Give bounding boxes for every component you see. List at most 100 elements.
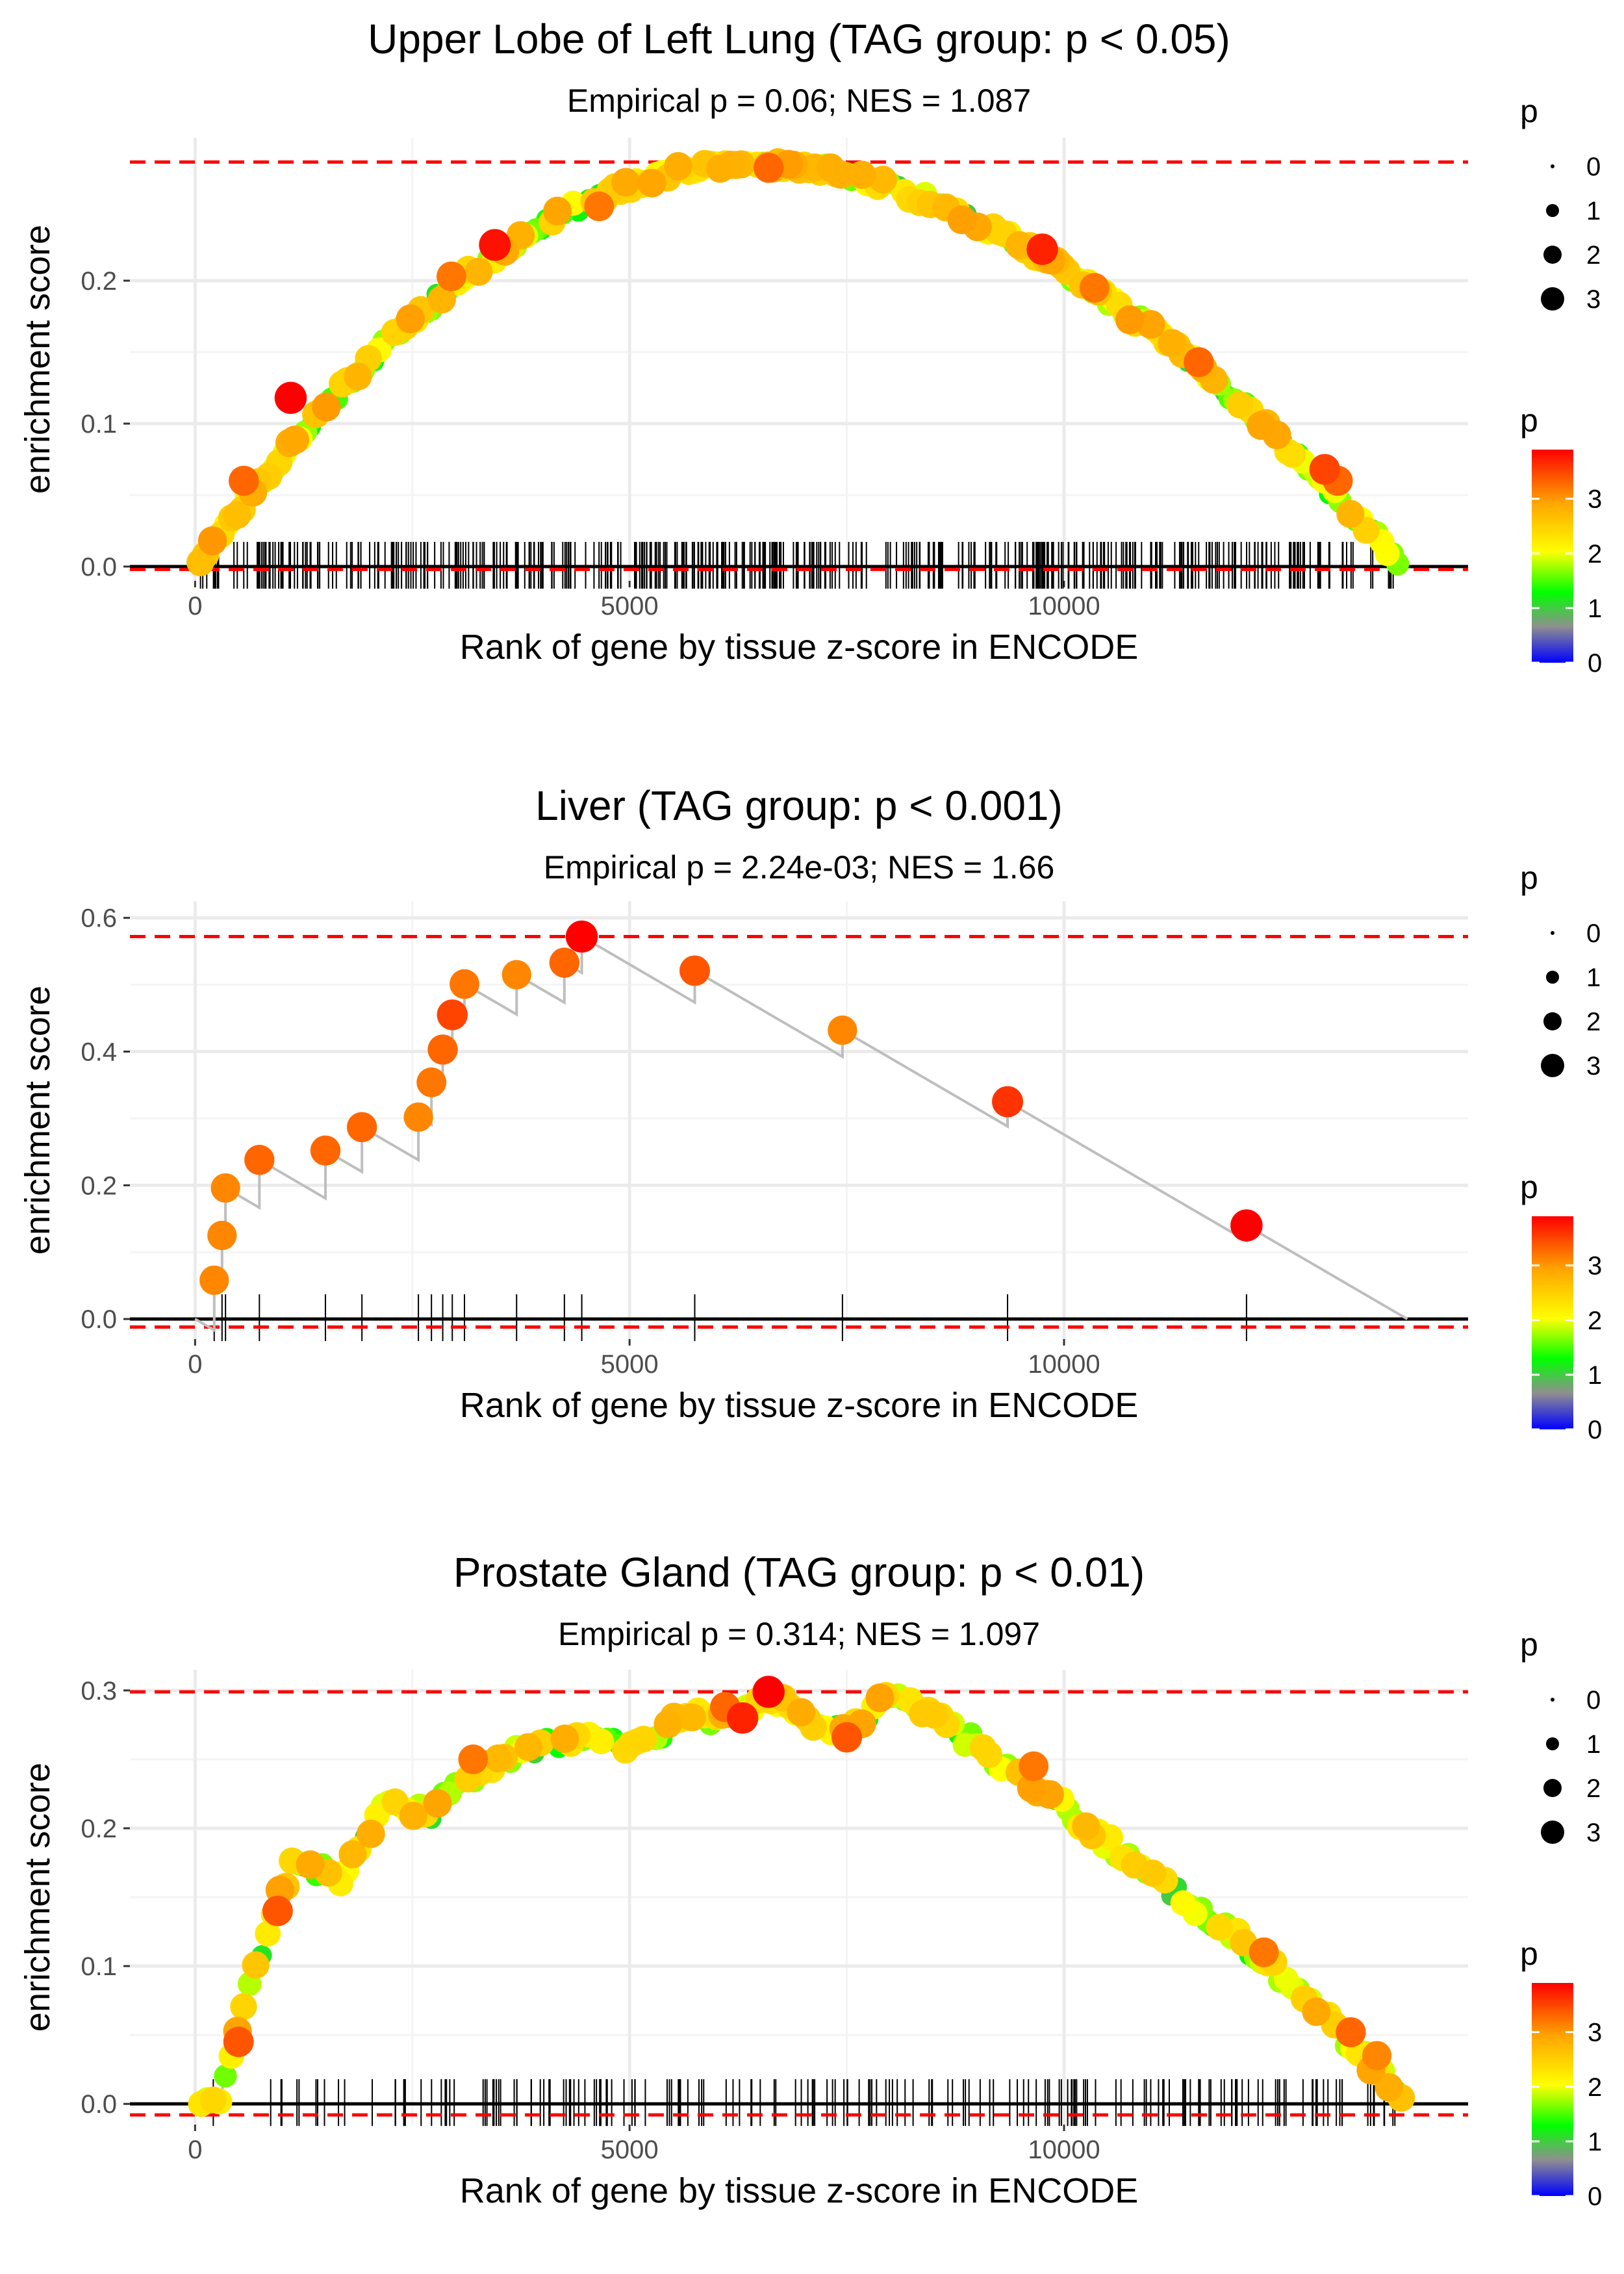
legend-color-label: 3 xyxy=(1588,1252,1602,1281)
legend-color-bar xyxy=(1532,1983,1573,2196)
data-point xyxy=(514,1733,543,1761)
data-point xyxy=(501,960,531,990)
data-point xyxy=(1026,233,1058,265)
data-point xyxy=(346,1112,377,1142)
legend-color-bar xyxy=(1532,1216,1573,1429)
data-point xyxy=(197,526,227,556)
x-tick-label: 5000 xyxy=(601,2136,659,2164)
data-point xyxy=(312,392,341,422)
y-tick-label: 0.0 xyxy=(81,2090,117,2119)
legend-size: p 0 1 2 3 xyxy=(1520,93,1601,314)
x-axis-title: Rank of gene by tissue z-score in ENCODE xyxy=(460,628,1138,667)
points xyxy=(186,148,1410,576)
data-point xyxy=(865,1683,894,1713)
legend-size-dot xyxy=(1551,164,1554,168)
y-tick-label: 0.1 xyxy=(81,410,117,439)
legend-size-label: 2 xyxy=(1586,1774,1601,1803)
data-point xyxy=(1115,305,1145,335)
data-point xyxy=(828,1015,857,1045)
legend-color-label: 1 xyxy=(1588,1361,1602,1390)
y-axis-title: enrichment score xyxy=(18,986,57,1255)
data-point xyxy=(752,1676,785,1708)
legend-size-dot xyxy=(1546,1737,1559,1750)
data-point xyxy=(458,1744,488,1774)
data-point xyxy=(705,154,735,183)
data-point xyxy=(549,947,579,978)
data-point xyxy=(280,426,309,455)
legend-size-title: p xyxy=(1520,1626,1538,1663)
legend-size-dot xyxy=(1543,1012,1562,1030)
data-point xyxy=(207,1220,237,1251)
data-point xyxy=(664,152,692,181)
data-point xyxy=(199,2086,227,2114)
legend-size-label: 0 xyxy=(1586,1686,1601,1715)
data-point xyxy=(1019,1751,1049,1782)
data-point xyxy=(210,1173,240,1203)
legend-color: p 0 1 2 3 xyxy=(1520,402,1602,678)
data-point xyxy=(653,1709,682,1739)
panel-lung: Upper Lobe of Left Lung (TAG group: p < … xyxy=(18,16,1602,678)
x-axis-title: Rank of gene by tissue z-score in ENCODE xyxy=(460,2171,1138,2210)
legend-size-dot xyxy=(1543,246,1562,264)
legend-size-title: p xyxy=(1520,93,1538,129)
panel-liver: Liver (TAG group: p < 0.001) Empirical p … xyxy=(18,782,1602,1444)
x-tick-label: 0 xyxy=(188,592,202,620)
data-point xyxy=(630,1726,657,1753)
data-point xyxy=(637,168,666,198)
data-point xyxy=(550,1724,579,1753)
legend-color-title: p xyxy=(1520,1935,1538,1972)
legend-size-dot xyxy=(1546,204,1559,217)
data-point xyxy=(396,304,425,333)
data-point xyxy=(1079,273,1110,303)
y-tick-label: 0.1 xyxy=(81,1952,117,1981)
data-point xyxy=(1184,347,1214,377)
data-point xyxy=(869,166,897,194)
legend-size-label: 3 xyxy=(1586,285,1601,314)
enrichment-curve xyxy=(194,934,1408,1333)
data-point xyxy=(427,1034,458,1065)
gridlines xyxy=(130,901,1468,1339)
data-point xyxy=(229,465,259,496)
data-point xyxy=(1279,441,1306,468)
data-point xyxy=(1336,2017,1366,2048)
data-point xyxy=(1206,1913,1233,1941)
legend-color-label: 3 xyxy=(1588,485,1602,514)
data-point xyxy=(338,1840,367,1869)
y-tick-label: 0.0 xyxy=(81,1305,117,1334)
y-tick-label: 0.4 xyxy=(81,1038,117,1067)
legend-size-label: 1 xyxy=(1586,197,1601,225)
y-tick-label: 0.0 xyxy=(81,553,117,581)
enrichment-curve xyxy=(195,1694,1408,2106)
data-point xyxy=(679,955,710,986)
x-tick-label: 10000 xyxy=(1028,1350,1100,1379)
x-axis-title: Rank of gene by tissue z-score in ENCODE xyxy=(460,1386,1138,1425)
gridlines xyxy=(130,1670,1468,2125)
data-point xyxy=(1139,1859,1167,1887)
y-tick-label: 0.6 xyxy=(81,904,117,933)
data-point xyxy=(848,160,876,189)
data-point xyxy=(1017,1773,1047,1803)
y-tick-label: 0.3 xyxy=(81,1677,117,1706)
data-point xyxy=(908,1700,936,1728)
data-point xyxy=(1158,329,1186,357)
legend-color-label: 1 xyxy=(1588,594,1602,623)
data-point xyxy=(816,153,845,182)
data-point xyxy=(296,1850,325,1879)
chart-subtitle: Empirical p = 0.06; NES = 1.087 xyxy=(567,83,1031,119)
data-point xyxy=(427,285,456,314)
legend-size-label: 3 xyxy=(1586,1052,1601,1080)
data-point xyxy=(992,1086,1024,1118)
legend-size-dot xyxy=(1541,1820,1564,1844)
legend-color-label: 2 xyxy=(1588,1307,1602,1335)
x-tick-label: 5000 xyxy=(601,1350,659,1379)
data-point xyxy=(464,257,493,286)
chart-subtitle: Empirical p = 0.314; NES = 1.097 xyxy=(558,1616,1040,1652)
data-point xyxy=(223,2026,254,2058)
chart-title: Liver (TAG group: p < 0.001) xyxy=(535,782,1063,829)
legend-size-dot xyxy=(1546,971,1559,984)
chart-title: Upper Lobe of Left Lung (TAG group: p < … xyxy=(368,16,1230,62)
data-point xyxy=(416,1067,447,1097)
legend-size-dot xyxy=(1541,1054,1564,1077)
data-point xyxy=(831,1722,863,1753)
